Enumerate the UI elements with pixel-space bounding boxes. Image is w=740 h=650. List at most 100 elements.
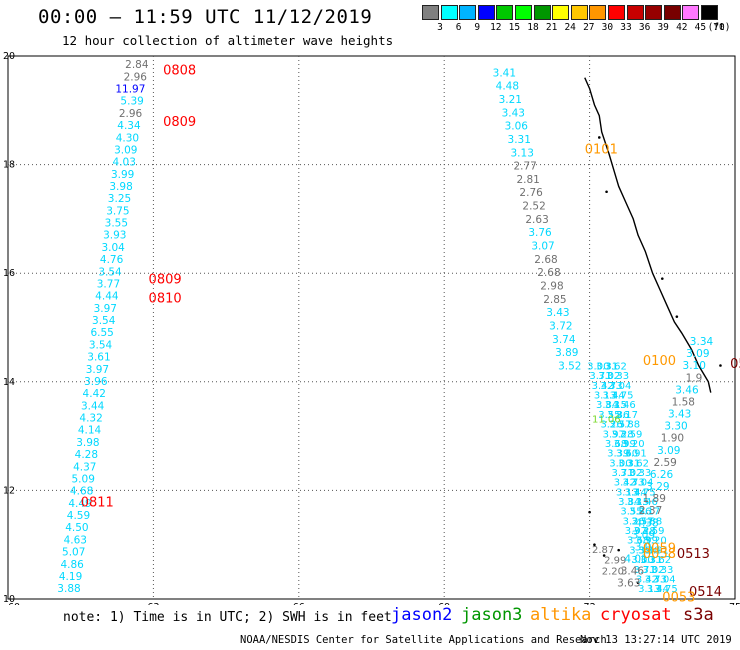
swh-value-band: 3.15 bbox=[627, 497, 649, 508]
swh-value-cluster: 11.06 bbox=[592, 415, 621, 426]
swh-value-left: 3.75 bbox=[106, 205, 129, 217]
swh-value-left: 5.07 bbox=[62, 547, 85, 559]
lat-tick-label: 10 bbox=[3, 594, 15, 605]
time-label-s3a: 0514 bbox=[689, 585, 722, 600]
swh-value-coastal: 1.9 bbox=[686, 372, 703, 384]
swh-value-band: 3.02 bbox=[642, 565, 664, 576]
island-dot bbox=[636, 581, 640, 585]
swh-value-left: 3.54 bbox=[89, 339, 113, 351]
swh-value-coastal: 3.09 bbox=[686, 348, 709, 360]
swh-value-left: 5.09 bbox=[72, 473, 95, 485]
swh-value-band: 3.91 bbox=[647, 545, 669, 556]
legend-label-30: 30 bbox=[601, 22, 614, 33]
swh-value-right: 3.07 bbox=[531, 241, 554, 253]
swh-value-band: 3.31 bbox=[640, 555, 662, 566]
legend-label-45: 45 bbox=[694, 22, 707, 33]
generated-timestamp: Nov 13 13:27:14 UTC 2019 bbox=[580, 634, 732, 646]
swh-value-band: 3.73 bbox=[622, 478, 644, 489]
swh-value-right: 3.41 bbox=[493, 67, 516, 79]
island-dot bbox=[675, 315, 679, 318]
legend-swatch-70 bbox=[701, 5, 718, 20]
legend-label-24: 24 bbox=[564, 22, 576, 33]
swh-value-left: 4.30 bbox=[116, 132, 139, 144]
legend-label-18: 18 bbox=[527, 22, 539, 33]
time-label-s3a: 05 bbox=[730, 357, 740, 372]
legend-swatch-15 bbox=[496, 5, 514, 20]
swh-value-coastal: 4.38 bbox=[635, 517, 658, 529]
swh-value-band: 3.62 bbox=[649, 555, 671, 566]
swh-value-band: 3.46 bbox=[613, 400, 635, 411]
swh-value-band: 3.68 bbox=[605, 439, 627, 450]
swh-value-coastal: 3.09 bbox=[632, 529, 655, 541]
swh-value-band: 3.28 bbox=[611, 429, 633, 440]
swh-value-band: 3.44 bbox=[647, 584, 669, 595]
time-label-altika: 0053 bbox=[662, 590, 695, 605]
swh-value-right: 3.89 bbox=[555, 347, 578, 359]
time-label-altika: 0059 bbox=[643, 541, 676, 556]
swh-value-left: 3.97 bbox=[94, 303, 117, 315]
swh-value-band: 3.97 bbox=[603, 429, 625, 440]
swh-value-right: 2.85 bbox=[543, 294, 566, 306]
legend-swatch-36 bbox=[626, 5, 644, 20]
lon-tick-label: 63 bbox=[147, 602, 159, 605]
chart-title: 00:00 – 11:59 UTC 11/12/2019 bbox=[38, 6, 373, 28]
swh-value-left: 4.63 bbox=[64, 534, 87, 546]
sat-altika-label: altika bbox=[530, 605, 592, 625]
swh-value-left: 3.96 bbox=[84, 376, 108, 388]
swh-value-right: 3.06 bbox=[505, 121, 529, 133]
swh-value-left: 4.32 bbox=[79, 413, 102, 425]
swh-value-band: 3.99 bbox=[614, 439, 636, 450]
legend-label-42: 42 bbox=[676, 22, 688, 33]
swh-value-right: 3.74 bbox=[552, 334, 576, 346]
swh-value-band: 3.28 bbox=[634, 526, 656, 537]
swh-value-band: 3.75 bbox=[633, 487, 655, 498]
coastline bbox=[584, 77, 712, 393]
swh-value-coastal: 1.58 bbox=[672, 396, 695, 408]
swh-value-left: 3.61 bbox=[87, 352, 110, 364]
swh-value-band: 3.57 bbox=[631, 516, 653, 527]
swh-value-right: 2.81 bbox=[516, 174, 539, 186]
swh-value-band: 3.99 bbox=[636, 536, 658, 547]
swh-value-band: 3.84 bbox=[596, 400, 618, 411]
swh-value-left: 3.54 bbox=[92, 315, 116, 327]
swh-value-left: 5.39 bbox=[120, 96, 143, 108]
swh-value-band: 3.44 bbox=[625, 487, 647, 498]
color-legend: 3 6 9 12 15 18 21 24 27 30 33 36 39 42 45 70 (ft) bbox=[422, 5, 735, 39]
swh-value-left: 4.86 bbox=[60, 559, 84, 571]
swh-value-band: 3.31 bbox=[618, 458, 640, 469]
time-label-altika: 0058 bbox=[643, 547, 676, 562]
swh-value-right: 3.31 bbox=[508, 134, 531, 146]
swh-value-band: 3.84 bbox=[618, 497, 640, 508]
swh-value-left: 3.09 bbox=[114, 144, 137, 156]
swh-value-right: 4.48 bbox=[496, 81, 519, 93]
swh-value-left: 3.97 bbox=[86, 364, 109, 376]
swh-value-band: 3.42 bbox=[614, 478, 636, 489]
swh-value-right: 3.52 bbox=[558, 361, 581, 373]
swh-value-right: 2.76 bbox=[519, 187, 543, 199]
lon-tick-label: 72 bbox=[584, 602, 596, 605]
legend-swatch-18 bbox=[515, 5, 532, 20]
legend-label-27: 27 bbox=[583, 22, 595, 33]
swh-value-left: 3.54 bbox=[98, 266, 122, 278]
legend-swatch-3 bbox=[422, 5, 439, 20]
swh-value-cluster: 2.99 bbox=[604, 556, 626, 567]
legend-label-21: 21 bbox=[545, 22, 558, 33]
swh-value-left: 4.42 bbox=[83, 388, 106, 400]
swh-value-left: 3.98 bbox=[76, 437, 99, 449]
lat-tick-label: 16 bbox=[3, 268, 15, 279]
swh-value-band: 3.00 bbox=[631, 555, 653, 566]
swh-value-coastal: 3.30 bbox=[664, 421, 687, 433]
swh-value-left: 4.03 bbox=[113, 157, 136, 169]
legend-swatch-9 bbox=[459, 5, 477, 20]
island-dot bbox=[661, 277, 664, 280]
legend-swatch-30 bbox=[589, 5, 607, 20]
legend-swatch-6 bbox=[440, 5, 458, 20]
swh-value-left: 11.97 bbox=[115, 84, 145, 96]
swh-value-band: 3.26 bbox=[623, 516, 645, 527]
swh-value-coastal: 2.37 bbox=[639, 505, 662, 517]
wave-height-map: 6063666972751012141618202.842.9611.975.3… bbox=[3, 51, 740, 605]
swh-value-band: 3.20 bbox=[622, 439, 644, 450]
legend-label-12: 12 bbox=[490, 22, 502, 33]
lat-tick-label: 20 bbox=[3, 51, 15, 62]
swh-value-band: 3.00 bbox=[587, 362, 609, 373]
